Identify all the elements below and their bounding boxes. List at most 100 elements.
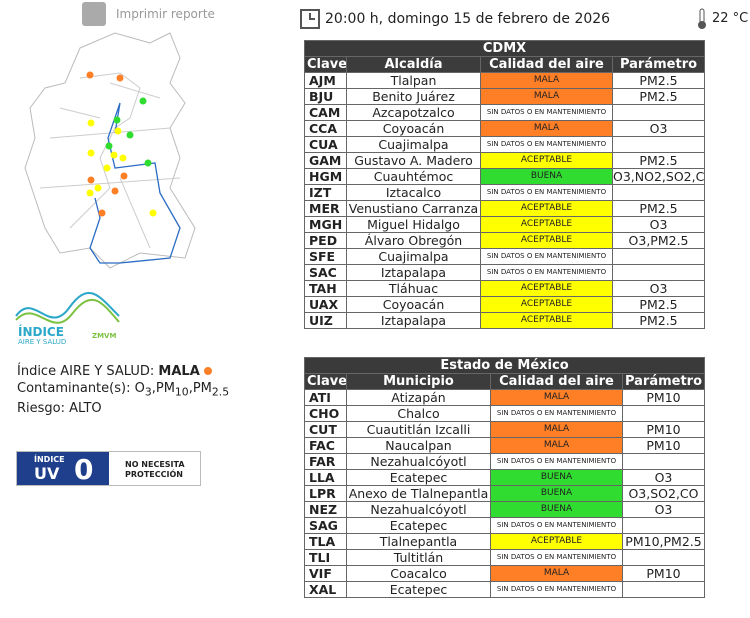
title-row: CDMX [303,40,706,57]
station-code: VIF [304,565,347,582]
contaminant-part: 2.5 [211,385,230,399]
contaminants: O3,PM10,PM2.5 [135,381,230,399]
parameter [622,405,705,422]
column-header: Parámetro [622,373,705,390]
station-code: TLA [304,533,347,550]
station-name: Tultitlán [346,549,491,566]
station-code: SFE [304,248,347,265]
parameter [611,184,706,201]
station-name: Atizapán [346,389,491,406]
station-name: Azcapotzalco [346,104,481,121]
air-quality: ACEPTABLE [480,296,613,313]
air-quality: ACEPTABLE [480,280,613,297]
parameter [611,264,706,281]
datetime: 20:00 h, domingo 15 de febrero de 2026 [325,11,611,27]
station-code: ATI [304,389,347,406]
column-header: Clave [304,373,347,390]
logo-region: ZMVM [92,332,116,340]
cdmx-table: CDMX Clave Alcaldía Calidad del aire Parámet… [303,40,706,329]
risk: Riesgo: ALTO [17,401,102,416]
air-quality: BUENA [490,469,623,486]
station-name: Álvaro Obregón [346,232,481,249]
station-code: MER [304,200,347,217]
air-quality: ACEPTABLE [480,152,613,169]
station-row: CUA Cuajimalpa SIN DATOS O EN MANTENIMIENT… [304,136,706,153]
station-name: Cuajimalpa [346,136,481,153]
station-code: GAM [304,152,347,169]
parameter: PM2.5 [611,152,706,169]
parameter: PM2.5 [611,312,706,329]
station-name: Ecatepec [346,581,491,598]
print-icon[interactable] [82,2,106,26]
air-quality: MALA [490,437,623,454]
uv-box: ÍNDICE UV 0 NO NECESITA PROTECCIÓN [16,451,201,486]
header-row: Clave Alcaldía Calidad del aire Parámetro [304,56,706,73]
station-code: PED [304,232,347,249]
station-code: CCA [304,120,347,137]
station-row: MER Venustiano Carranza ACEPTABLE PM2.5 [304,200,706,217]
air-quality: ACEPTABLE [480,216,613,233]
station-name: Tlalnepantla [346,533,491,550]
parameter: PM10 [622,437,705,454]
column-header: Alcaldía [346,56,481,73]
header-row: Clave Municipio Calidad del aire Parámetro [304,373,705,390]
station-code: SAG [304,517,347,534]
parameter [622,581,705,598]
air-quality: MALA [480,88,613,105]
station-row: CUT Cuautitlán Izcalli MALA PM10 [304,421,705,438]
station-row: SAC Iztapalapa SIN DATOS O EN MANTENIMIENT… [304,264,706,281]
parameter: PM10 [622,421,705,438]
air-quality: SIN DATOS O EN MANTENIMIENTO [490,405,623,422]
contaminant-part: ,PM [151,381,175,396]
parameter: PM2.5 [611,72,706,89]
station-row: FAC Naucalpan MALA PM10 [304,437,705,454]
station-code: UIZ [304,312,347,329]
station-code: IZT [304,184,347,201]
station-row: IZT Iztacalco SIN DATOS O EN MANTENIMIENTO [304,184,706,201]
station-name: Coyoacán [346,296,481,313]
parameter: PM2.5 [611,296,706,313]
uv-unit: UV [34,464,60,483]
station-name: Cuauhtémoc [346,168,481,185]
column-header: Clave [304,56,347,73]
station-dots [86,71,157,217]
station-name: Iztacalco [346,184,481,201]
uv-message: NO NECESITA PROTECCIÓN [125,460,185,479]
air-quality: ACEPTABLE [480,312,613,329]
station-row: XAL Ecatepec SIN DATOS O EN MANTENIMIENTO [304,581,705,598]
parameter: O3,PM2.5 [611,232,706,249]
air-quality: SIN DATOS O EN MANTENIMIENTO [490,517,623,534]
air-quality: SIN DATOS O EN MANTENIMIENTO [480,248,613,265]
air-quality: BUENA [490,501,623,518]
station-name: Coacalco [346,565,491,582]
air-quality: MALA [490,565,623,582]
title-row: Estado de México [304,357,705,374]
station-row: VIF Coacalco MALA PM10 [304,565,705,582]
parameter [622,517,705,534]
station-code: CAM [304,104,347,121]
air-quality: SIN DATOS O EN MANTENIMIENTO [490,453,623,470]
uv-badge [17,452,109,485]
air-quality: ACEPTABLE [490,533,623,550]
logo-title: ÍNDICE [18,324,64,339]
contaminant-part: 10 [174,385,189,399]
station-row: PED Álvaro Obregón ACEPTABLE O3,PM2.5 [304,232,706,249]
air-quality: MALA [480,120,613,137]
parameter: O3,NO2,SO2,CO [611,168,706,185]
station-row: UIZ Iztapalapa ACEPTABLE PM2.5 [304,312,706,329]
station-code: BJU [304,88,347,105]
air-quality: ACEPTABLE [480,232,613,249]
station-row: HGM Cuauhtémoc BUENA O3,NO2,SO2,CO [304,168,706,185]
station-row: BJU Benito Juárez MALA PM2.5 [304,88,706,105]
print-link[interactable]: Imprimir reporte [116,7,215,21]
air-quality: SIN DATOS O EN MANTENIMIENTO [490,549,623,566]
parameter: O3 [611,120,706,137]
station-name: Iztapalapa [346,312,481,329]
thermometer-icon [698,8,706,29]
station-row: TLA Tlalnepantla ACEPTABLE PM10,PM2.5 [304,533,705,550]
column-header: Parámetro [611,56,706,73]
index-dot [203,367,212,375]
uv-label: ÍNDICE [34,455,65,464]
station-code: UAX [304,296,347,313]
air-quality: MALA [490,421,623,438]
